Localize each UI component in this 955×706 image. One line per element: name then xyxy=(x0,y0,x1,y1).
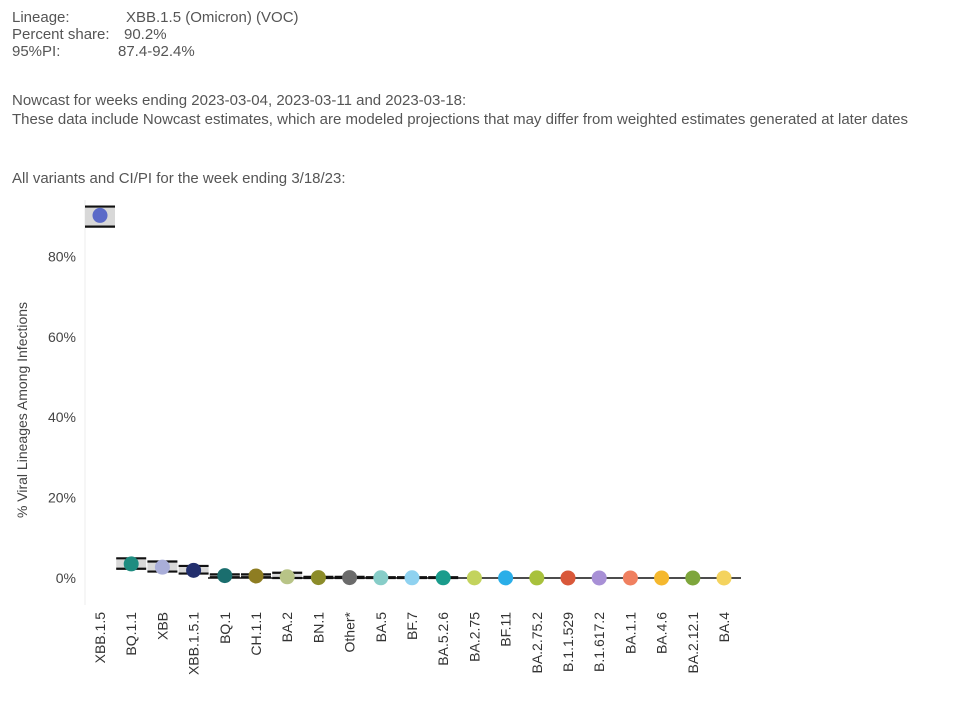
x-category-label: XBB xyxy=(154,612,170,640)
x-category-label: BA.5.2.6 xyxy=(435,612,451,666)
data-point xyxy=(217,568,233,584)
pi-value: 87.4-92.4% xyxy=(118,43,195,60)
data-point xyxy=(529,570,545,586)
data-point xyxy=(310,570,326,586)
x-category-label: BA.1.1 xyxy=(622,612,638,654)
x-category-label: BN.1 xyxy=(310,612,326,643)
y-tick-label: 20% xyxy=(48,490,76,506)
y-axis: 0% 20% 40% 60% 80% xyxy=(48,200,86,605)
percent-share-row: Percent share: 90.2% xyxy=(12,26,299,43)
nowcast-note: Nowcast for weeks ending 2023-03-04, 202… xyxy=(12,91,947,129)
x-category-label: BA.4.6 xyxy=(654,612,670,654)
x-category-label: BA.4 xyxy=(716,612,732,643)
data-point xyxy=(279,569,295,585)
data-point xyxy=(622,570,638,586)
data-point xyxy=(435,570,451,586)
pi-row: 95%PI: 87.4-92.4% xyxy=(12,43,299,60)
data-point xyxy=(342,570,358,586)
x-category-label: XBB.1.5 xyxy=(92,612,108,664)
x-category-label: BQ.1.1 xyxy=(123,612,139,656)
x-category-label: BA.2.12.1 xyxy=(685,612,701,674)
x-category-label: BA.5 xyxy=(373,612,389,643)
x-category-label: Other* xyxy=(342,611,358,652)
y-tick-label: 60% xyxy=(48,329,76,345)
y-tick-label: 40% xyxy=(48,409,76,425)
chart-subtitle: All variants and CI/PI for the week endi… xyxy=(12,170,346,187)
lineage-row: Lineage: XBB.1.5 (Omicron) (VOC) xyxy=(12,9,299,26)
data-point xyxy=(591,570,607,586)
x-category-label: BA.2.75 xyxy=(466,612,482,662)
data-point xyxy=(92,207,108,223)
nowcast-line1: Nowcast for weeks ending 2023-03-04, 202… xyxy=(12,92,467,109)
x-category-label: BA.2 xyxy=(279,612,295,643)
data-point xyxy=(685,570,701,586)
y-axis-label: % Viral Lineages Among Infections xyxy=(14,302,30,518)
x-category-label: BA.2.75.2 xyxy=(529,612,545,674)
data-point xyxy=(373,570,389,586)
data-point xyxy=(404,570,420,586)
percent-share-label: Percent share: xyxy=(12,26,110,43)
data-point xyxy=(248,568,264,584)
data-point xyxy=(560,570,576,586)
x-category-label: CH.1.1 xyxy=(248,612,264,656)
lineage-info: Lineage: XBB.1.5 (Omicron) (VOC) Percent… xyxy=(12,9,299,60)
data-point xyxy=(123,556,139,572)
data-point xyxy=(186,562,202,578)
x-category-label: B.1.617.2 xyxy=(591,612,607,672)
chart-marks xyxy=(85,205,741,586)
data-point xyxy=(466,570,482,586)
data-point xyxy=(654,570,670,586)
x-category-label: BF.11 xyxy=(498,612,514,647)
x-category-label: BF.7 xyxy=(404,612,420,640)
percent-share-value: 90.2% xyxy=(124,26,167,43)
y-tick-label: 80% xyxy=(48,248,76,264)
x-axis-categories: XBB.1.5 BQ.1.1 XBB XBB.1.5.1 BQ.1 CH.1.1 BA.2 B… xyxy=(92,611,732,675)
y-tick-label: 0% xyxy=(56,570,76,586)
lineage-value: XBB.1.5 (Omicron) (VOC) xyxy=(126,9,299,26)
data-point xyxy=(716,570,732,586)
data-point xyxy=(498,570,514,586)
lineage-label: Lineage: xyxy=(12,9,70,26)
data-point xyxy=(154,559,170,575)
nowcast-line2: These data include Nowcast estimates, wh… xyxy=(12,111,909,128)
x-category-label: BQ.1 xyxy=(217,612,233,644)
pi-label: 95%PI: xyxy=(12,43,61,60)
x-category-label: B.1.1.529 xyxy=(560,612,576,672)
x-category-label: XBB.1.5.1 xyxy=(186,612,202,675)
